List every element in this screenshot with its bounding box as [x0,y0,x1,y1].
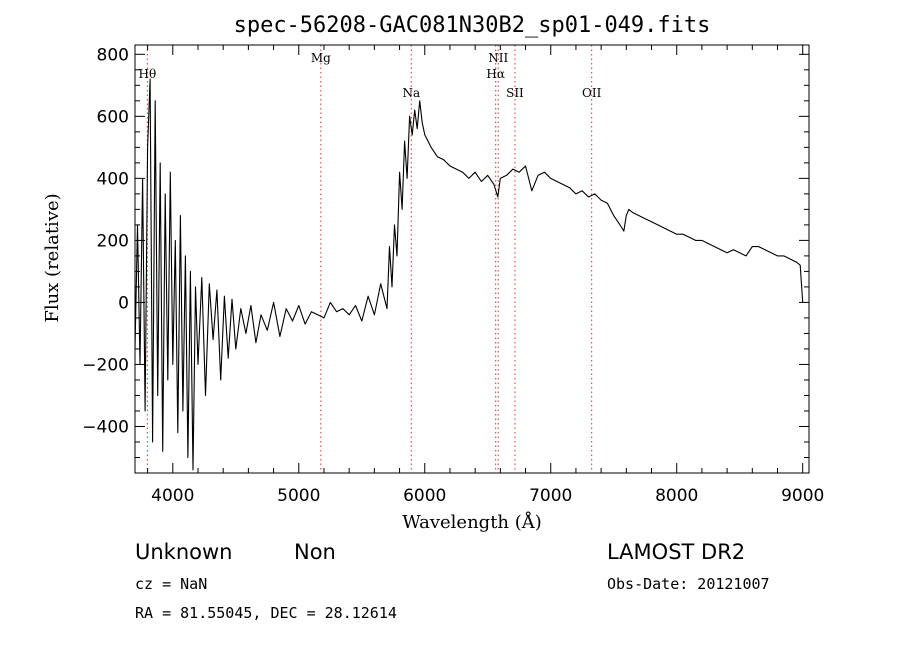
x-tick-label-5: 9000 [781,486,824,506]
x-tick-label-4: 8000 [655,486,698,506]
line-marker-label-3: NII [488,51,508,65]
line-marker-label-4: Hα [486,67,505,81]
spectrum-series-line [134,78,804,471]
x-tick-label-3: 7000 [529,486,572,506]
line-marker-label-0: Hθ [138,67,156,81]
line-marker-label-2: Na [402,86,420,100]
y-tick-label-1: −200 [82,355,129,375]
object-type: Unknown [135,540,233,564]
y-axis-label: Flux (relative) [42,193,63,322]
line-marker-label-1: Mg [311,51,331,65]
observation-date: Obs-Date: 20121007 [607,575,770,593]
y-tick-label-6: 800 [97,45,129,65]
y-tick-label-0: −400 [82,417,129,437]
object-subclass: Non [294,540,336,564]
redshift-readout: cz = NaN [135,575,208,593]
survey-name: LAMOST DR2 [607,540,746,564]
y-tick-label-3: 200 [97,231,129,251]
y-tick-label-2: 0 [118,293,129,313]
x-tick-label-1: 5000 [277,486,320,506]
chart-title: spec-56208-GAC081N30B2_sp01-049.fits [234,13,711,38]
x-axis-label: Wavelength (Å) [402,511,542,533]
axes: 4000 5000 6000 7000 8000 9000 −400 −200 0 200 400 6… [82,44,824,506]
x-tick-label-2: 6000 [403,486,446,506]
spectrum-chart: spec-56208-GAC081N30B2_sp01-049.fits Hθ M… [42,13,824,533]
line-marker-label-6: OII [582,86,602,100]
plot-area [134,78,804,471]
line-marker-label-5: SII [506,86,524,100]
x-tick-label-0: 4000 [151,486,194,506]
plot-frame [134,44,810,474]
y-tick-label-5: 600 [97,107,129,127]
coordinates-readout: RA = 81.55045, DEC = 28.12614 [135,604,397,622]
y-tick-label-4: 400 [97,169,129,189]
